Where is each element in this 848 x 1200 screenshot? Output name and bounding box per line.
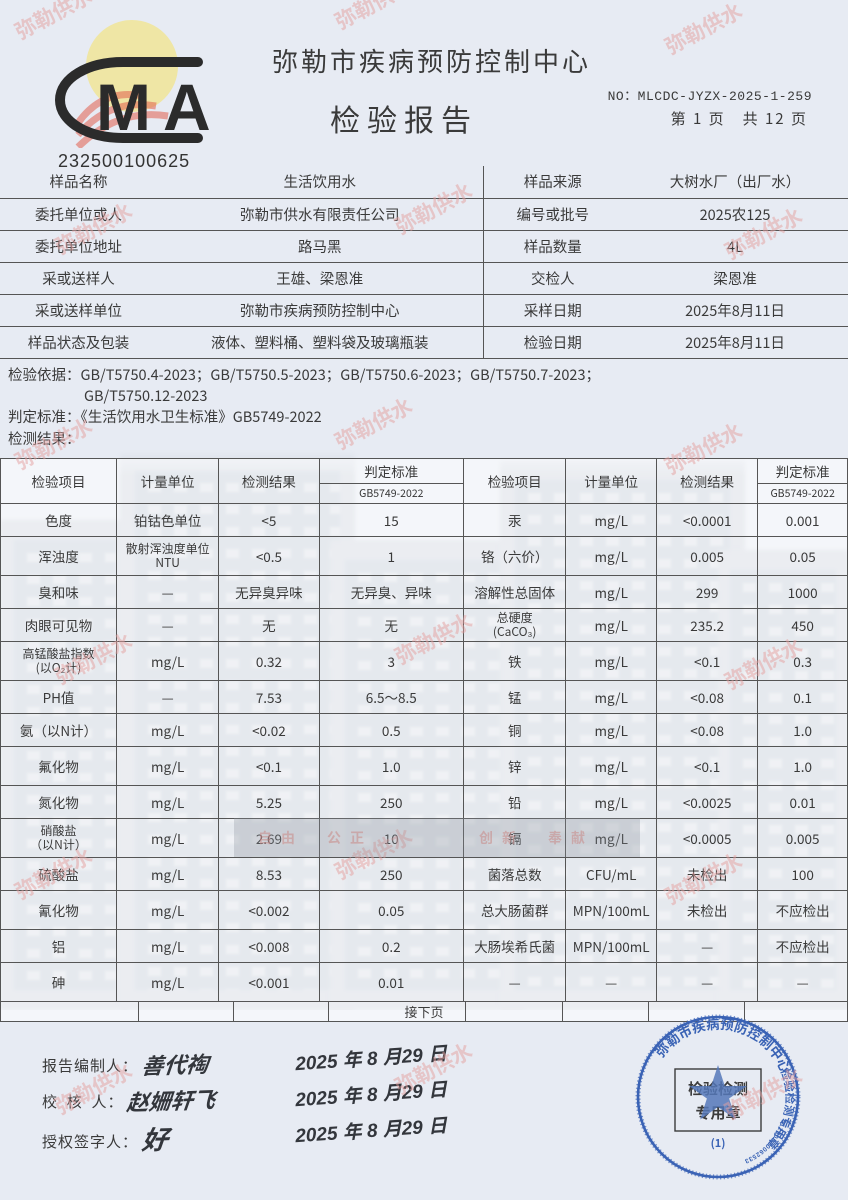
svg-text:弥勒市疾病预防控制中心: 弥勒市疾病预防控制中心	[650, 1013, 797, 1076]
svg-text:A: A	[163, 70, 211, 144]
svg-text:M: M	[96, 70, 151, 144]
svg-text:(1): (1)	[711, 1135, 726, 1151]
